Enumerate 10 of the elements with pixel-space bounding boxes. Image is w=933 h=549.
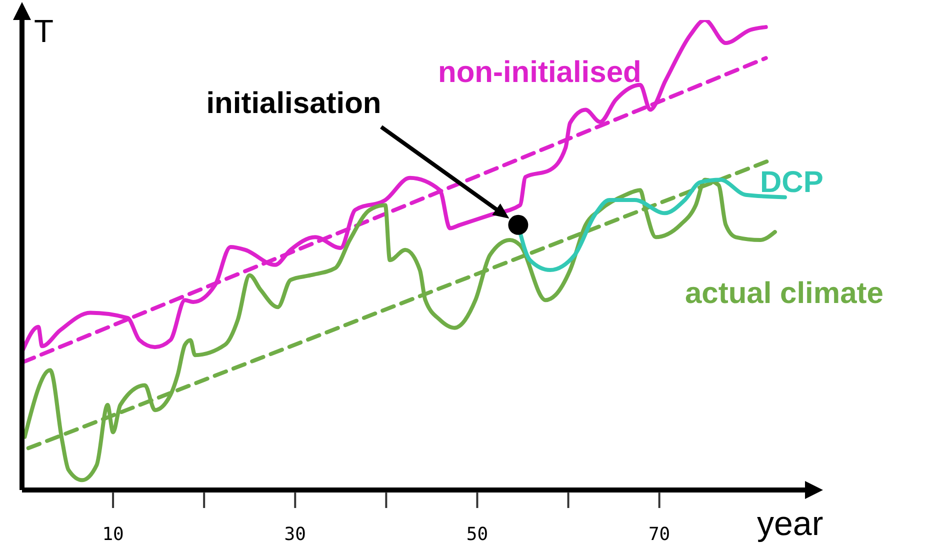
- x-tick-label: 70: [648, 524, 670, 545]
- series-label: non-initialised: [438, 56, 642, 89]
- series-label: DCP: [760, 166, 824, 199]
- series-label: actual climate: [685, 277, 884, 310]
- annotation: initialisation: [206, 86, 382, 120]
- x-tick-label: 30: [284, 524, 306, 545]
- x-tick-label: 50: [466, 524, 488, 545]
- x-tick-label: 10: [102, 524, 124, 545]
- y-axis-title: T: [34, 13, 54, 49]
- x-axis-title: year: [757, 505, 824, 543]
